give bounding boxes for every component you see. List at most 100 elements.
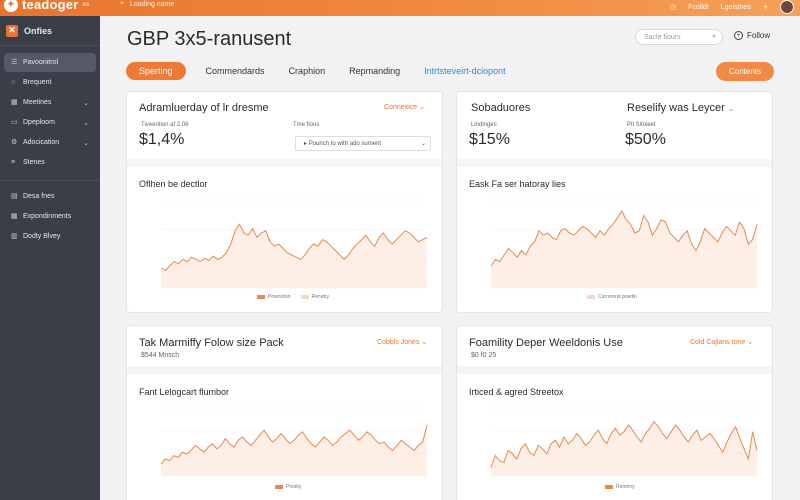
sidebar-item-label: Pavoonitrol [23,59,59,66]
sidebar-item-stenes[interactable]: ≡ Stenes [4,153,96,172]
sidebar: ✕ Onfies ☰ Pavoonitrol ○ Brequent ▦ Meet… [0,16,100,500]
sidebar-header[interactable]: ✕ Onfies [0,16,100,46]
circle-icon: ○ [11,79,16,86]
legend-item-0: Pownrdon [257,294,291,300]
close-icon[interactable]: ✕ [6,24,18,37]
sidebar-item-adocication[interactable]: ⚙ Adocication ⌄ [4,133,96,152]
sidebar-item-expondinments[interactable]: ▦ Expondinments [4,207,96,226]
brand[interactable]: ✦ teadoger es [4,0,89,12]
chevron-down-icon: ⌄ [420,141,426,147]
sidebar-item-label: Dodty Blvey [23,233,61,240]
chart-title: Irticed & agred Streetox [469,387,564,397]
card-tak-marmiffy: Tak Marmiffy Folow size Pack Cobbls Jone… [126,325,443,500]
series-area [491,211,757,288]
card-select[interactable]: ▸ Pounch to with ado sument ⌄ [295,136,431,151]
contents-button[interactable]: Contents [716,62,774,81]
series-line [490,420,758,468]
sidebar-item-label: Meetines [23,99,52,106]
sidebar-item-label: Brequent [23,79,52,86]
chevron-down-icon: ⌄ [747,339,754,346]
card-subtitle: $544 Mnsch [141,352,180,359]
card-title-2[interactable]: Reselify was Leycer ⌄ [627,102,735,114]
card-subtitle-2: Pit Sitoieet [627,122,656,128]
sidebar-divider [0,180,100,181]
card-foamility: Foamility Deper Weeldonis Use Cold Cajla… [456,325,773,500]
sidebar-item-brequent[interactable]: ○ Brequent [4,73,96,92]
tab-sperting[interactable]: Sperting [126,62,186,80]
chart-legend: Currorond poedin [587,294,637,300]
chart-legend: Prestiy [275,484,301,490]
card-divider [127,366,442,374]
tab-repmanding[interactable]: Repmanding [349,66,401,76]
card-subtitle-2: Tme fious [293,122,320,128]
sidebar-item-dodty-blvey[interactable]: ▥ Dodty Blvey [4,227,96,246]
chevron-down-icon: ⌄ [419,104,425,111]
location-label: Loading name [129,0,175,8]
tab-craphion[interactable]: Craphion [288,66,326,76]
legend-item-0: Retoriny [605,484,635,490]
card-subtitle: Lindinges [471,122,497,128]
plus-icon[interactable]: + [762,2,768,12]
card-title: Tak Marmiffy Folow size Pack [139,337,284,349]
sidebar-item-label: Stenes [23,159,45,166]
card-divider [127,159,442,167]
search-icon: ⌕ [712,33,716,40]
chevron-down-icon: ⌄ [421,339,428,346]
gear-icon: ⚙ [11,139,18,146]
grid-icon: ▦ [11,213,18,220]
tab-link[interactable]: Intrtsteveirt-dciopont [424,66,506,76]
card-divider [457,159,772,167]
topbar-link-0[interactable]: Fcolldt [688,3,709,11]
series-area [491,421,757,476]
sidebar-header-label: Onfies [24,25,53,36]
location[interactable]: ⌖ Loading name [120,0,174,8]
list-icon: ☰ [11,59,18,66]
card-dropdown[interactable]: Cold Cajlans tone ⌄ [690,339,754,346]
clock-icon[interactable]: ◷ [670,4,677,11]
chart-title: Oflhen be dectlor [139,179,208,189]
brand-logo-icon: ✦ [4,0,18,12]
legend-item-0: Prestiy [275,484,301,490]
search-placeholder: Sacle fiours [644,34,681,41]
avatar[interactable] [780,0,794,14]
series-area [161,425,427,476]
chart-title: Fant Lelogcart flumbor [139,387,230,397]
card-dropdown[interactable]: Connexice ⌄ [384,104,425,111]
card-dropdown[interactable]: Cobbls Jones ⌄ [377,339,428,346]
folder-icon: ▭ [11,119,18,126]
chevron-down-icon: ⌄ [83,99,89,107]
follow-button[interactable]: + Follow [734,31,770,40]
brand-name: teadoger [22,0,79,12]
series-line [490,209,758,267]
tab-commendards[interactable]: Commendards [205,66,265,76]
plus-circle-icon: + [734,31,743,40]
brand-suffix: es [82,1,90,8]
search-input[interactable]: Sacle fiours ⌕ [635,29,723,45]
chart-legend: Retoriny [605,484,635,490]
card-value: $15% [469,131,510,148]
line-chart [160,407,428,477]
chevron-down-icon: ⌄ [83,119,89,127]
sidebar-item-meetines[interactable]: ▦ Meetines ⌄ [4,93,96,112]
play-icon: ▸ [304,141,309,147]
card-subtitle: Tiveention af 2.08 [141,122,189,128]
list-icon: ≡ [11,159,16,166]
line-chart [490,407,758,477]
topbar-link-1[interactable]: Lgoistnes [720,3,751,11]
chart-icon: ▥ [11,233,18,240]
chart-legend: Pownrdon Renatry [257,294,329,300]
card-divider [457,366,772,374]
page-title: GBP 3x5-ranusent [127,28,292,50]
sidebar-item-pavoonitrol[interactable]: ☰ Pavoonitrol [4,53,96,72]
line-chart [490,199,758,289]
series-line [160,223,428,272]
chevron-down-icon: ⌄ [727,104,735,113]
card-value-2: $50% [625,131,666,148]
pin-icon: ⌖ [120,0,124,7]
grid-icon: ▦ [11,99,18,106]
card-adramluerday: Adramluerday of lr dresme Connexice ⌄ Ti… [126,91,443,313]
sidebar-item-dpeploom[interactable]: ▭ Dpeploom ⌄ [4,113,96,132]
sidebar-item-desa-fnes[interactable]: ▤ Desa fnes [4,187,96,206]
top-bar: ✦ teadoger es ⌖ Loading name ◷ Fcolldt L… [0,0,800,16]
tab-bar: Sperting Commendards Craphion Repmanding… [126,62,530,80]
